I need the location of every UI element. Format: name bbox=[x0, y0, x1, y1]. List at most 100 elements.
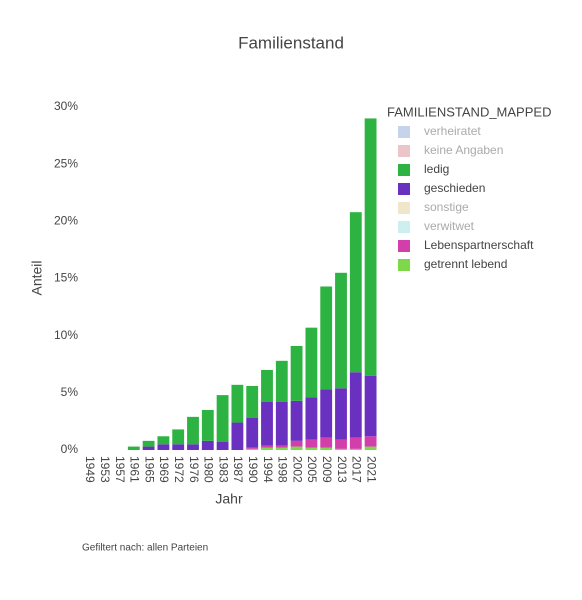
bar-segment bbox=[142, 446, 155, 450]
x-tick-label: 2017 bbox=[350, 456, 364, 483]
bar-segment bbox=[142, 440, 155, 447]
bar-segment bbox=[261, 447, 273, 450]
x-tick-label: 1990 bbox=[246, 456, 260, 483]
bar-segment bbox=[290, 440, 303, 447]
y-tick-label: 0% bbox=[61, 442, 79, 456]
legend-label[interactable]: ledig bbox=[424, 162, 449, 176]
legend-label[interactable]: getrennt lebend bbox=[424, 257, 507, 271]
bar-segment bbox=[335, 439, 347, 449]
bar-segment bbox=[127, 446, 140, 450]
bar-segment bbox=[157, 444, 170, 450]
legend-swatch[interactable] bbox=[398, 259, 410, 271]
bar-segment bbox=[364, 118, 377, 376]
bar-segment bbox=[349, 372, 362, 438]
legend-label[interactable]: sonstige bbox=[424, 200, 469, 214]
bar-segment bbox=[290, 400, 303, 441]
bar-segment bbox=[349, 437, 362, 449]
bar-segment bbox=[246, 385, 259, 418]
legend-label[interactable]: verwitwet bbox=[424, 219, 475, 233]
x-tick-label: 1969 bbox=[157, 456, 171, 483]
bar-segment bbox=[335, 388, 347, 440]
x-tick-label: 1983 bbox=[216, 456, 230, 483]
x-tick-label: 1949 bbox=[83, 456, 97, 483]
bar-segment bbox=[305, 439, 318, 448]
x-tick-label: 1972 bbox=[172, 456, 186, 483]
legend-label[interactable]: verheiratet bbox=[424, 124, 481, 138]
bar-segment bbox=[275, 360, 288, 402]
x-tick-label: 2009 bbox=[320, 456, 334, 483]
x-tick-label: 1957 bbox=[113, 456, 127, 483]
bar-segment bbox=[216, 441, 229, 450]
note: Gefiltert nach: allen Parteien bbox=[82, 543, 208, 554]
x-tick-label: 2002 bbox=[290, 456, 304, 483]
x-tick-label: 1998 bbox=[276, 456, 290, 483]
legend-label[interactable]: keine Angaben bbox=[424, 143, 503, 157]
bar-segment bbox=[187, 416, 199, 445]
x-axis-title: Jahr bbox=[215, 491, 243, 507]
x-tick-label: 1953 bbox=[98, 456, 112, 483]
bar-segment bbox=[201, 409, 214, 441]
legend-swatch[interactable] bbox=[398, 164, 410, 176]
bar-segment bbox=[246, 448, 259, 450]
bar-segment bbox=[364, 436, 377, 447]
legend-swatch[interactable] bbox=[398, 126, 410, 138]
bar-segment bbox=[290, 446, 303, 450]
x-tick-label: 1976 bbox=[187, 456, 201, 483]
bar-segment bbox=[231, 384, 244, 423]
bar-segment bbox=[364, 446, 377, 450]
bar-segment bbox=[320, 437, 333, 448]
bar-segment bbox=[349, 448, 362, 450]
bar-segment bbox=[261, 369, 273, 402]
bar-segment bbox=[320, 389, 333, 438]
bar-segment bbox=[231, 422, 244, 450]
bar-segment bbox=[157, 436, 170, 445]
bar-segment bbox=[172, 429, 185, 445]
legend-swatch[interactable] bbox=[398, 221, 410, 233]
legend-swatch[interactable] bbox=[398, 202, 410, 214]
y-tick-label: 30% bbox=[54, 99, 78, 113]
x-tick-label: 1980 bbox=[202, 456, 216, 483]
bar-segment bbox=[187, 444, 199, 450]
x-tick-label: 1987 bbox=[231, 456, 245, 483]
bar-segment bbox=[216, 395, 229, 442]
bar-segment bbox=[335, 272, 347, 389]
bar-segment bbox=[275, 445, 288, 448]
bar-segment bbox=[261, 445, 273, 448]
x-tick-label: 1994 bbox=[261, 456, 275, 483]
bar-segment bbox=[261, 401, 273, 446]
bar-segment bbox=[201, 440, 214, 450]
legend-swatch[interactable] bbox=[398, 183, 410, 195]
x-tick-label: 2021 bbox=[364, 456, 378, 483]
y-tick-label: 25% bbox=[54, 156, 78, 170]
legend-swatch[interactable] bbox=[398, 240, 410, 252]
bar-segment bbox=[349, 212, 362, 373]
bar-segment bbox=[305, 397, 318, 440]
legend-label[interactable]: Lebenspartnerschaft bbox=[424, 238, 534, 252]
legend-label[interactable]: geschieden bbox=[424, 181, 485, 195]
y-tick-label: 5% bbox=[61, 385, 79, 399]
legend-title: FAMILIENSTAND_MAPPED bbox=[387, 104, 551, 119]
y-tick-label: 10% bbox=[54, 328, 78, 342]
y-tick-label: 15% bbox=[54, 271, 78, 285]
x-tick-label: 2013 bbox=[335, 456, 349, 483]
x-tick-label: 1965 bbox=[142, 456, 156, 483]
bar-segment bbox=[246, 447, 259, 449]
legend-swatch[interactable] bbox=[398, 145, 410, 157]
x-tick-label: 1961 bbox=[128, 456, 142, 483]
bar-segment bbox=[320, 286, 333, 390]
x-tick-label: 2005 bbox=[305, 456, 319, 483]
bar-segment bbox=[305, 327, 318, 398]
y-tick-label: 20% bbox=[54, 214, 78, 228]
y-axis-title: Anteil bbox=[29, 260, 45, 295]
bar-segment bbox=[290, 345, 303, 401]
bar-segment bbox=[335, 448, 347, 450]
bar-segment bbox=[320, 447, 333, 450]
bar-segment bbox=[364, 375, 377, 437]
bar-segment bbox=[275, 447, 288, 450]
bar-segment bbox=[246, 417, 259, 448]
chart-title: Familienstand bbox=[238, 33, 344, 52]
bar-segment bbox=[275, 401, 288, 446]
bar-segment bbox=[172, 444, 185, 450]
bar-segment bbox=[305, 447, 318, 450]
